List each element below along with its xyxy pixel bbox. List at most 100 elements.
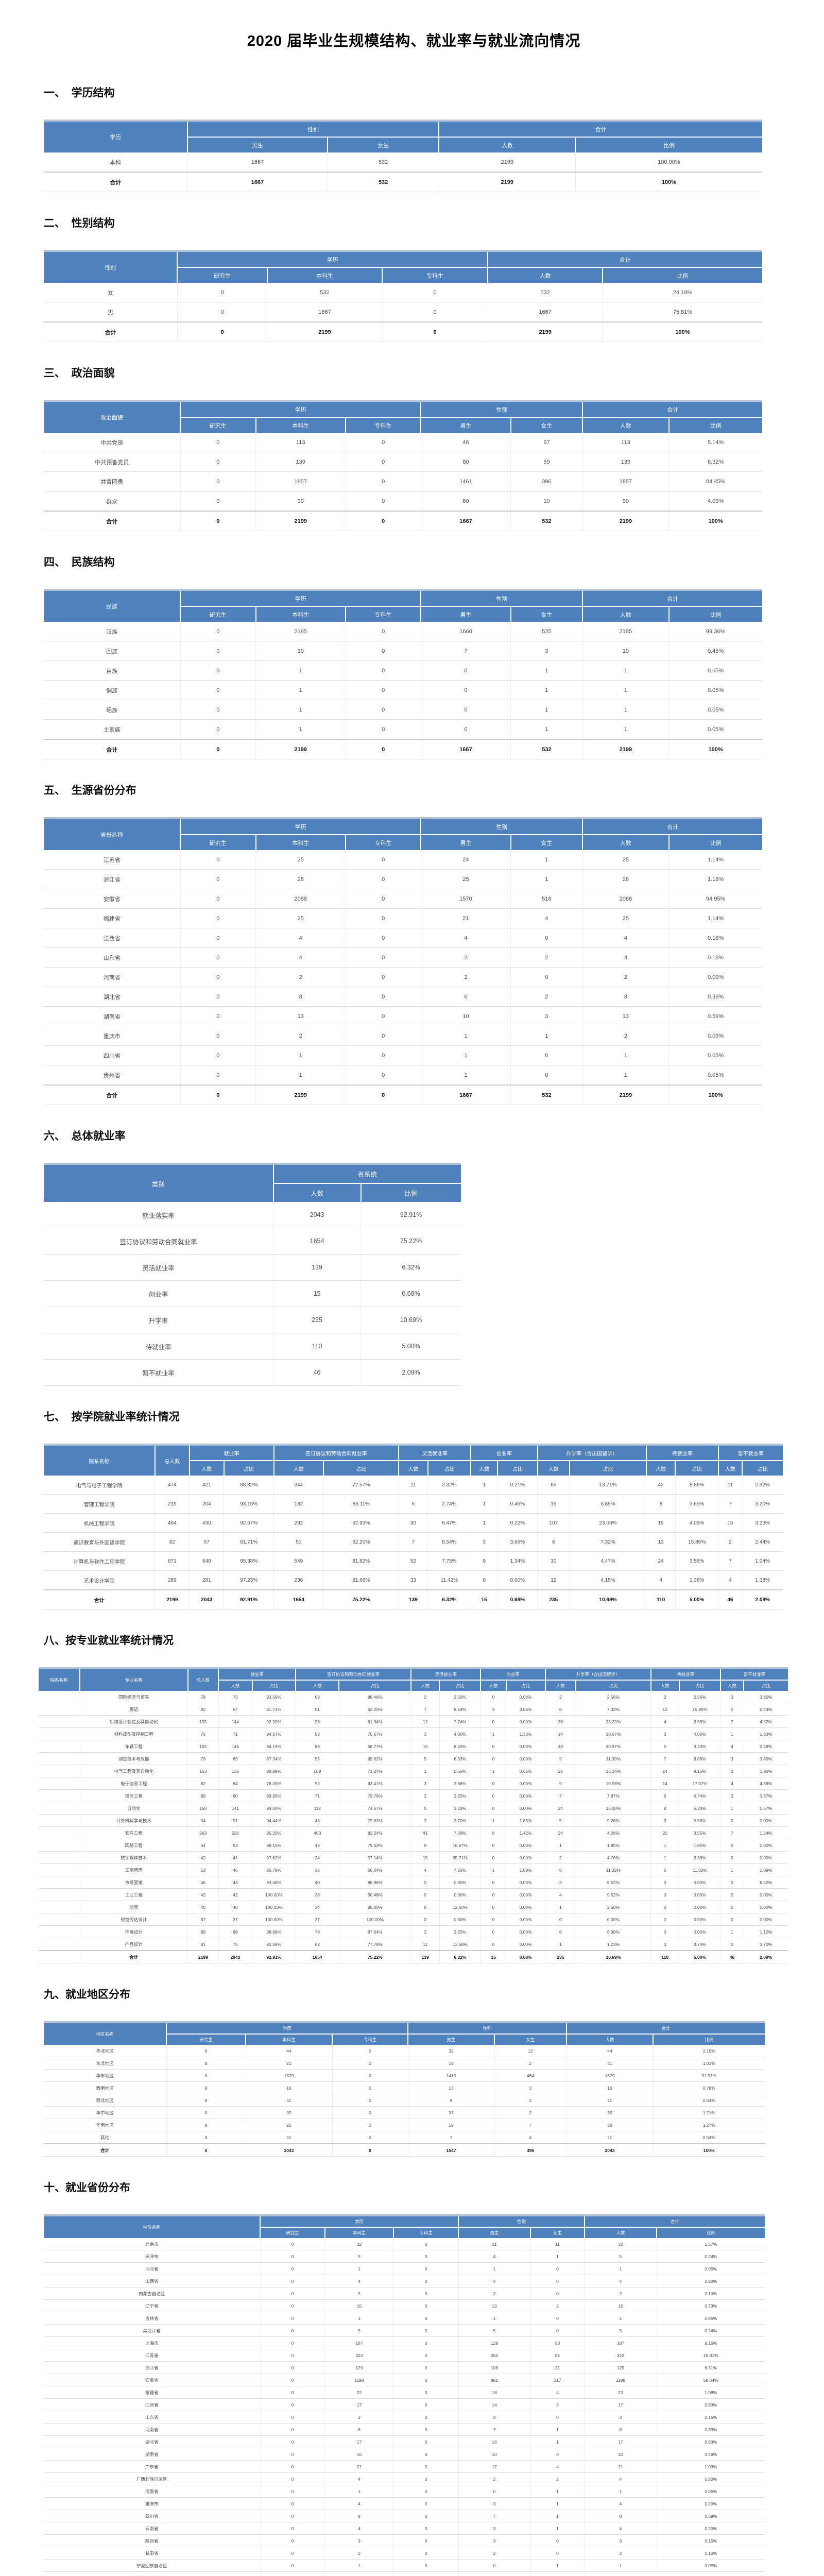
cell: 5 [411,1753,439,1765]
column-header: 占比 [675,1461,718,1476]
cell: 7.74% [439,1716,480,1728]
cell: 7.87% [576,1790,651,1802]
cell: 1 [421,1065,510,1086]
cell: 139 [411,1951,439,1963]
cell: 0 [177,302,267,323]
row-label: 江西省 [44,928,180,948]
cell: 4 [530,2386,585,2399]
cell: 4 [256,928,346,948]
row-label: 湖南省 [44,1007,180,1026]
cell: 43 [218,1876,252,1889]
column-group-header: 性别 [421,401,582,417]
row-label [39,1938,80,1951]
cell: 536 [218,1827,252,1839]
cell: 0 [393,2522,458,2535]
cell: 8 [545,1926,576,1938]
cell: 0 [346,968,421,987]
cell: 92.59% [252,1938,296,1951]
column-group-header: 性别 [187,121,439,137]
column-header: 人数 [582,606,668,622]
cell: 11.42% [428,1571,471,1590]
cell: 6.52% [576,1876,651,1889]
cell: 0 [393,2510,458,2522]
column-header: 女生 [328,137,439,152]
cell: 71.24% [339,1765,411,1777]
cell: 35.71% [439,1852,480,1864]
column-header: 男生 [421,417,510,433]
cell: 1 [582,1046,668,1065]
cell: 11.32% [679,1864,720,1876]
cell: 6.74% [679,1790,720,1802]
cell: 3 [651,1938,679,1951]
cell: 车辆工程 [80,1740,188,1753]
college-employment-table: 院系名称总人数就业率签订协议和劳动合同就业率灵活就业率创业率升学率（含出国留学）… [44,1444,783,1609]
cell: 0 [180,492,255,512]
cell: 14 [651,1765,679,1777]
cell: 40 [218,1901,252,1913]
cell: 44 [566,2045,653,2057]
cell: 75.22% [339,1951,411,1963]
cell: 88.89% [252,1765,296,1777]
cell: 1 [511,661,583,681]
cell: 2199 [155,1590,190,1609]
cell: 6.33% [439,1753,480,1765]
cell: 0 [332,2057,408,2070]
cell: 0.83% [657,2436,765,2448]
cell: 2 [585,2547,657,2560]
cell: 0 [530,2547,585,2560]
column-header: 人数 [646,1461,676,1476]
cell: 1 [545,1938,576,1951]
cell: 0.18% [669,948,762,968]
cell: 0 [720,1815,744,1827]
cell: 1 [530,2250,585,2263]
cell: 0.59% [669,1007,762,1026]
cell: 0.00% [744,1901,788,1913]
cell: 19 [408,2119,494,2131]
cell: 0.20% [657,2498,765,2510]
cell: 6.45% [439,1740,480,1753]
row-label: 宁夏回族自治区 [44,2560,260,2572]
row-label: 升学率 [44,1307,273,1333]
cell: 136 [218,1765,252,1777]
cell: 144 [218,1716,252,1728]
cell: 8.86% [679,1753,720,1765]
cell: 9.15% [679,1765,720,1777]
cell: 0 [480,1740,506,1753]
cell: 6.32% [428,1590,471,1609]
cell: 109 [296,1765,339,1777]
cell: 0 [346,739,421,759]
cell: 0 [530,2263,585,2275]
cell: 1857 [582,472,668,492]
cell: 0.05% [657,2560,765,2572]
column-header: 比例 [653,2034,765,2045]
cell: 0 [260,2572,325,2576]
row-label: 湖北省 [44,2436,260,2448]
column-header: 比例 [669,606,762,622]
cell: 1 [720,1728,744,1740]
cell: 国际经济与贸易 [80,1691,188,1703]
cell: 0 [180,700,255,720]
cell: 0 [177,322,267,342]
cell: 6.32% [439,1951,480,1963]
cell: 66.04% [339,1864,411,1876]
cell: 108 [458,2362,530,2374]
cell: 1 [458,2312,530,2325]
cell: 0 [421,681,510,700]
cell: 46 [718,1590,742,1609]
row-label: 安徽省 [44,2374,260,2386]
cell: 动画 [80,1901,188,1913]
cell: 0 [393,2386,458,2399]
cell: 0 [651,1889,679,1901]
cell: 0 [180,1085,255,1105]
cell: 0 [530,2312,585,2325]
column-header: 比例 [669,417,762,433]
cell: 2199 [267,322,382,342]
cell: 10.69% [576,1951,651,1963]
cell: 204 [190,1495,224,1514]
